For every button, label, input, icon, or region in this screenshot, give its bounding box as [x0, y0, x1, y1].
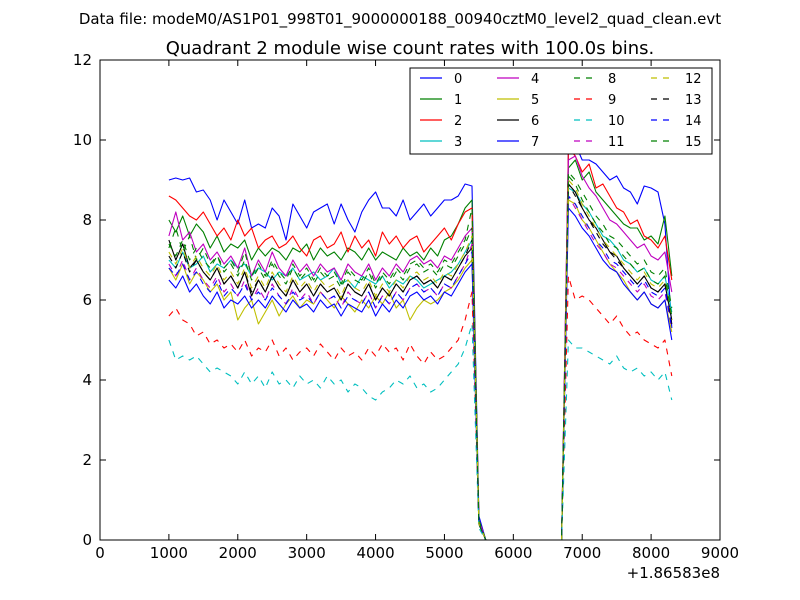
legend-label-8: 8 — [608, 72, 616, 87]
series-10-line — [168, 323, 673, 541]
series-15-line — [168, 175, 673, 541]
series-9-line — [168, 275, 673, 541]
legend-label-9: 9 — [608, 93, 616, 108]
legend-label-0: 0 — [454, 72, 462, 87]
legend-label-2: 2 — [454, 114, 462, 129]
legend-label-6: 6 — [531, 114, 539, 129]
series-13-line — [168, 183, 673, 541]
chart-title: Quadrant 2 module wise count rates with … — [166, 38, 655, 59]
legend-label-4: 4 — [531, 72, 539, 87]
legend-label-13: 13 — [685, 93, 702, 108]
y-tick-label: 12 — [73, 51, 92, 69]
x-tick-label: 1000 — [150, 544, 188, 562]
legend-label-15: 15 — [685, 135, 702, 150]
y-tick-label: 2 — [82, 451, 92, 469]
legend-label-12: 12 — [685, 72, 702, 87]
legend-label-5: 5 — [531, 93, 539, 108]
legend-box — [409, 67, 713, 155]
x-tick-label: 8000 — [632, 544, 670, 562]
x-tick-label: 5000 — [425, 544, 463, 562]
y-tick-label: 6 — [82, 291, 92, 309]
series-8-line — [168, 171, 673, 541]
legend-label-14: 14 — [685, 114, 702, 129]
x-tick-label: 3000 — [288, 544, 326, 562]
x-offset-label: +1.86583e8 — [627, 564, 720, 582]
y-tick-label: 0 — [82, 531, 92, 549]
legend-label-7: 7 — [531, 135, 539, 150]
series-6-line — [168, 183, 673, 541]
series-7-line — [168, 207, 673, 541]
series-5-line — [168, 199, 673, 541]
legend-label-10: 10 — [608, 114, 625, 129]
legend-label-1: 1 — [454, 93, 462, 108]
axis-ticks: 0 1000 2000 3000 4000 5000 6000 7000 8000 9000 0 2 4… — [73, 51, 739, 562]
series-2-line — [168, 147, 673, 541]
series-14-line — [168, 195, 673, 541]
x-tick-label: 6000 — [494, 544, 532, 562]
x-tick-label: 4000 — [356, 544, 394, 562]
plot-area — [168, 143, 673, 541]
y-tick-label: 10 — [73, 131, 92, 149]
legend-label-3: 3 — [454, 135, 462, 150]
y-tick-label: 8 — [82, 211, 92, 229]
chart-suptitle: Data file: modeM0/AS1P01_998T01_90000001… — [79, 10, 721, 29]
series-1-line — [168, 159, 673, 541]
x-tick-label: 9000 — [701, 544, 739, 562]
series-0-line — [168, 143, 673, 541]
legend-label-11: 11 — [608, 135, 625, 150]
series-12-line — [168, 179, 673, 541]
series-4-line — [168, 155, 673, 541]
x-tick-label: 0 — [95, 544, 105, 562]
x-tick-label: 2000 — [219, 544, 257, 562]
y-tick-label: 4 — [82, 371, 92, 389]
x-tick-label: 7000 — [563, 544, 601, 562]
